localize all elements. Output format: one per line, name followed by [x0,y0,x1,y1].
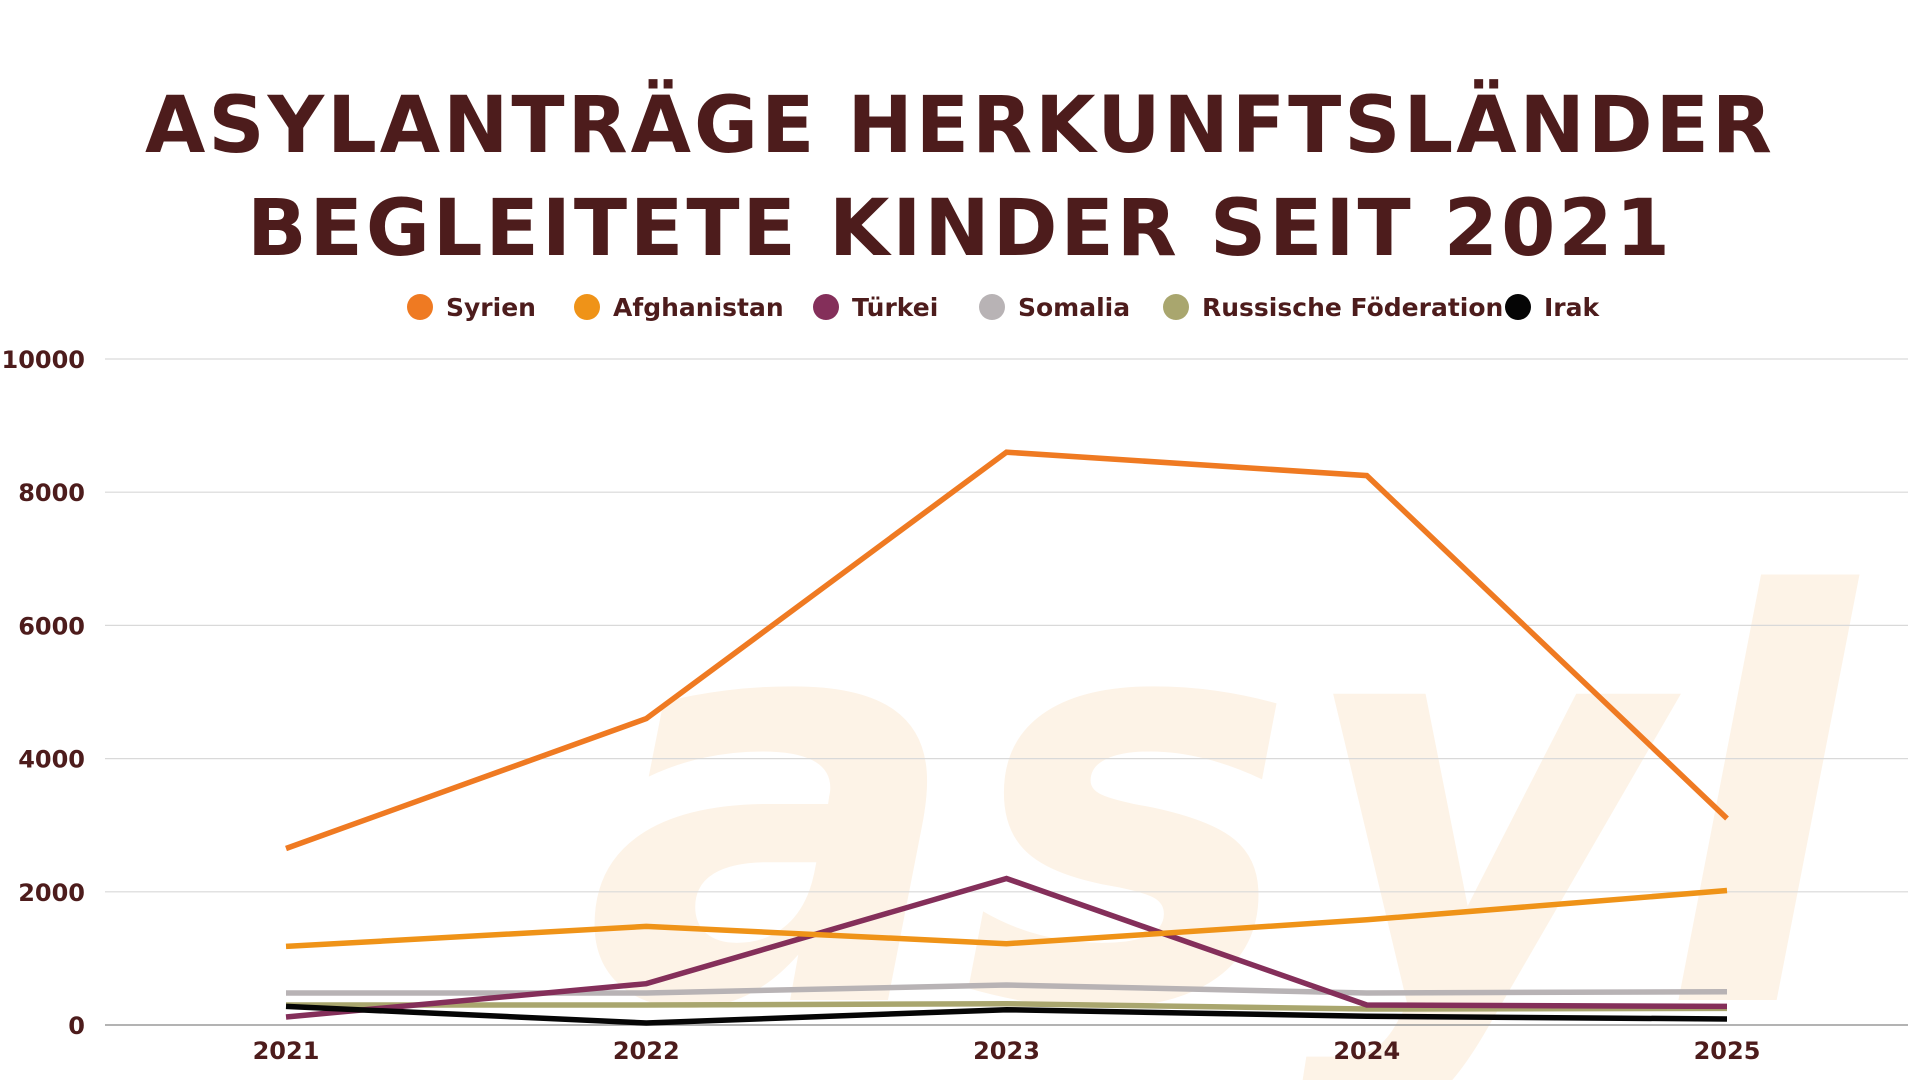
legend-marker [1505,294,1531,320]
legend-item: Syrien [407,293,536,322]
x-tick-label: 2021 [253,1037,320,1065]
x-tick-label: 2024 [1333,1037,1400,1065]
legend-item: Russische Föderation [1163,293,1503,322]
watermark-text: asyl [585,481,1863,1080]
legend-marker [813,294,839,320]
x-tick-label: 2022 [613,1037,680,1065]
legend-label: Somalia [1018,293,1130,322]
series-line [285,1003,1728,1026]
chart-title-line-2: BEGLEITETE KINDER SEIT 2021 [247,184,1673,274]
series-line [286,1000,1728,1012]
y-tick-label: 2000 [18,879,85,907]
legend-marker [407,294,433,320]
y-tick-label: 6000 [18,612,85,640]
legend-label: Syrien [446,293,536,322]
legend-label: Irak [1544,293,1601,322]
series-line [285,449,1729,852]
y-tick-label: 8000 [18,479,85,507]
x-tick-label: 2023 [973,1037,1040,1065]
legend-marker [574,294,600,320]
y-tick-label: 0 [68,1012,85,1040]
x-tick-label: 2025 [1694,1037,1761,1065]
legend-item: Irak [1505,293,1601,322]
series-line [285,887,1728,950]
legend-marker [979,294,1005,320]
legend-label: Afghanistan [613,293,784,322]
legend-label: Türkei [852,293,938,322]
legend-label: Russische Föderation [1202,293,1503,322]
series-line [285,875,1728,1020]
legend-marker [1163,294,1189,320]
y-tick-label: 4000 [18,746,85,774]
y-tick-label: 10000 [2,346,86,374]
legend-item: Türkei [813,293,938,322]
legend-item: Afghanistan [574,293,784,322]
chart-title-line-1: ASYLANTRÄGE HERKUNFTSLÄNDER [145,79,1775,171]
legend-item: Somalia [979,293,1130,322]
